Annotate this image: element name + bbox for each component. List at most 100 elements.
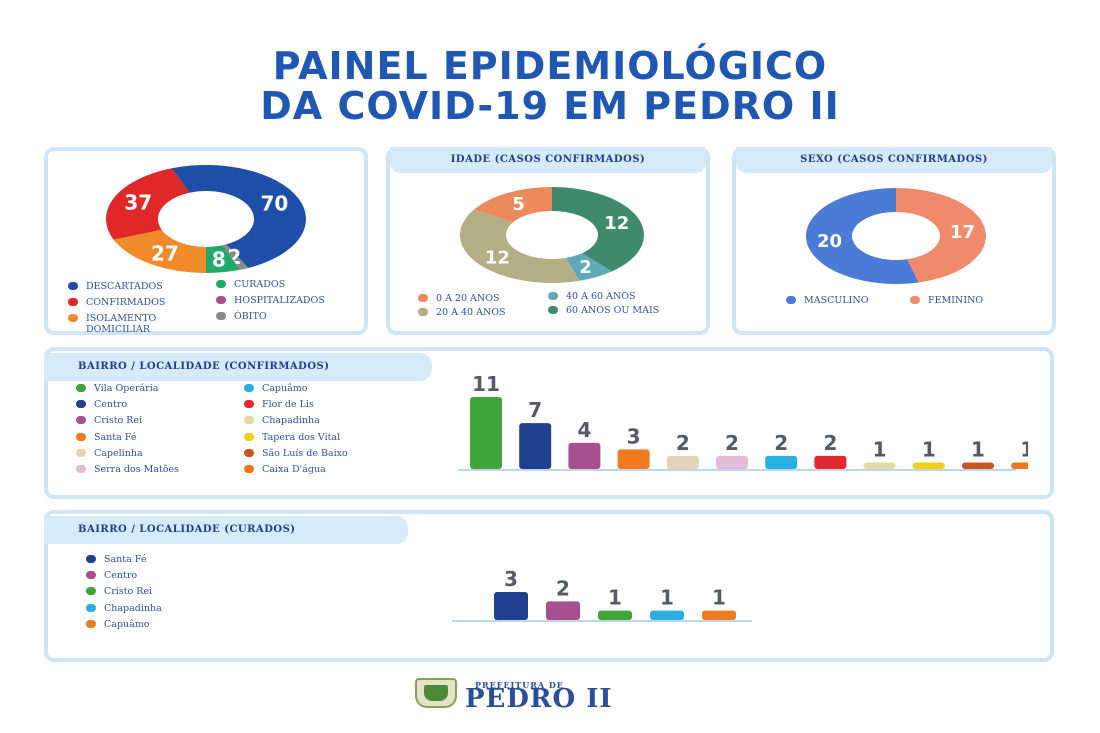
legend-swatch [76, 448, 86, 457]
slice-label-descartados: 70 [260, 192, 288, 216]
bar-tapera-dos-vital [912, 462, 945, 469]
slice-curados [206, 245, 241, 273]
slice-label-confirmados: 37 [124, 191, 152, 215]
legend-swatch [244, 465, 254, 473]
age-legend: 0 A 20 ANOS 40 A 60 ANOS 20 A 40 ANOS 60 AN… [418, 291, 698, 331]
legend-label: CURADOS [234, 279, 286, 290]
legend-swatch [76, 416, 86, 425]
legend-label: Vila Operária [94, 383, 159, 394]
legend-swatch [86, 587, 96, 596]
cured-neighborhoods-panel: BAIRRO / LOCALIDADE (CURADOS) Santa Fé Ce… [44, 510, 1054, 662]
slice-feminino [896, 188, 987, 283]
sex-panel: SEXO (CASOS CONFIRMADOS) 17 20 MASCULINO F… [732, 147, 1056, 335]
bar-value-chapadinha: 1 [873, 437, 887, 461]
legend-label: São Luís de Baixo [262, 447, 348, 459]
slice-40-a-60-anos [565, 253, 612, 281]
legend-label: HOSPITALIZADOS [234, 295, 325, 306]
legend-label: Serra dos Matões [94, 464, 180, 475]
legend-swatch [86, 619, 96, 628]
bar-value-capuamo: 2 [774, 431, 788, 455]
cured-neighborhoods-title: BAIRRO / LOCALIDADE (CURADOS) [44, 516, 408, 544]
legend-swatch [76, 400, 86, 409]
slice-confirmados [106, 168, 190, 240]
legend-label: Cristo Rei [94, 415, 143, 427]
bar-vila-operaria [470, 397, 502, 469]
legend-label: MASCULINO [804, 295, 869, 306]
bar-sao-luis-de-baixo [962, 462, 994, 469]
footer-brand-main: PEDRO II [465, 684, 613, 714]
legend-swatch [244, 384, 254, 392]
bar-value-cristo-rei: 4 [577, 418, 591, 442]
legend-label: FEMININO [928, 295, 984, 306]
legend-label: 0 A 20 ANOS [436, 293, 500, 304]
legend-swatch [86, 603, 96, 612]
legend-swatch [68, 314, 78, 322]
legend-label: Santa Fé [104, 554, 147, 565]
bar-flor-de-lis [814, 455, 847, 469]
legend-label: Chapadinha [104, 602, 162, 614]
legend-label: Tapera dos Vital [262, 431, 341, 443]
legend-label: Capuâmo [262, 383, 308, 394]
bar-serra-dos-matoes [716, 455, 748, 469]
slice-label-masculino: 20 [817, 231, 842, 252]
legend-swatch [76, 432, 86, 441]
legend-label: Flor de Lis [262, 399, 314, 411]
confirmed-neighborhoods-legend: Vila Operária Capuâmo Centro Flor de Lis Cri… [76, 383, 416, 493]
legend-label: 20 A 40 ANOS [436, 307, 506, 318]
status-panel: 70 2 8 27 37 DESCARTADOS CURADOS CONFIRMADOS HO… [44, 147, 368, 335]
legend-swatch [910, 296, 920, 304]
slice-60-anos-ou-mais [552, 187, 644, 272]
legend-swatch [216, 280, 226, 288]
legend-swatch [216, 312, 226, 320]
bar-value-capelinha: 2 [676, 431, 690, 455]
legend-swatch [244, 416, 254, 425]
slice-20-a-40-anos [460, 209, 580, 283]
bar-santa-fe [617, 449, 650, 469]
bar-capelinha [666, 455, 699, 469]
slice-masculino [806, 188, 919, 284]
bar-chapadinha [863, 462, 896, 469]
page-title-line2: DA COVID-19 EM PEDRO II [260, 84, 840, 128]
bar-cristo-rei [568, 442, 601, 469]
legend-label: ÓBITO [234, 311, 267, 322]
legend-swatch [548, 292, 558, 300]
sex-panel-title: SEXO (CASOS CONFIRMADOS) [736, 147, 1052, 173]
bar-centro [519, 423, 552, 469]
footer-logo: PREFEITURA DE PEDRO II [415, 676, 655, 714]
legend-label: CONFIRMADOS [86, 297, 166, 308]
legend-swatch [68, 282, 78, 290]
legend-label: Cristo Rei [104, 586, 153, 598]
legend-label: Chapadinha [262, 415, 320, 427]
legend-label: Caixa D'água [262, 464, 326, 475]
legend-label: Capelinha [94, 447, 143, 459]
slice-label-20-a-40-anos: 12 [485, 248, 510, 269]
bar-chapadinha [650, 610, 684, 620]
slice-descartados [171, 165, 306, 268]
slice-isolamento-domiciliar [113, 229, 206, 273]
slice-label-60-anos-ou-mais: 12 [604, 213, 629, 234]
slice-obito [222, 244, 249, 270]
legend-swatch [244, 432, 254, 441]
bar-value-serra-dos-matoes: 2 [725, 431, 739, 455]
legend-swatch [244, 400, 254, 409]
bar-value-capuamo: 1 [712, 586, 726, 610]
confirmed-neighborhoods-panel: BAIRRO / LOCALIDADE (CONFIRMADOS) Vila O… [44, 347, 1054, 499]
legend-swatch [76, 384, 86, 392]
bar-value-santa-fe: 3 [504, 567, 518, 591]
bar-capuamo [702, 610, 736, 620]
legend-swatch [86, 571, 96, 580]
bar-value-santa-fe: 3 [627, 424, 641, 448]
age-panel-title: IDADE (CASOS CONFIRMADOS) [390, 147, 706, 173]
cured-neighborhoods-legend: Santa Fé Centro Cristo Rei Chapadinha Capuâm… [86, 554, 286, 644]
slice-label-feminino: 17 [950, 222, 975, 243]
bar-value-cristo-rei: 1 [608, 586, 622, 610]
page-title-line1: PAINEL EPIDEMIOLÓGICO [272, 44, 828, 88]
bar-centro [546, 601, 580, 620]
legend-swatch [786, 296, 796, 304]
bar-value-chapadinha: 1 [660, 586, 674, 610]
legend-swatch [68, 298, 78, 306]
bar-value-vila-operaria: 11 [472, 372, 500, 396]
bar-value-tapera-dos-vital: 1 [922, 437, 936, 461]
